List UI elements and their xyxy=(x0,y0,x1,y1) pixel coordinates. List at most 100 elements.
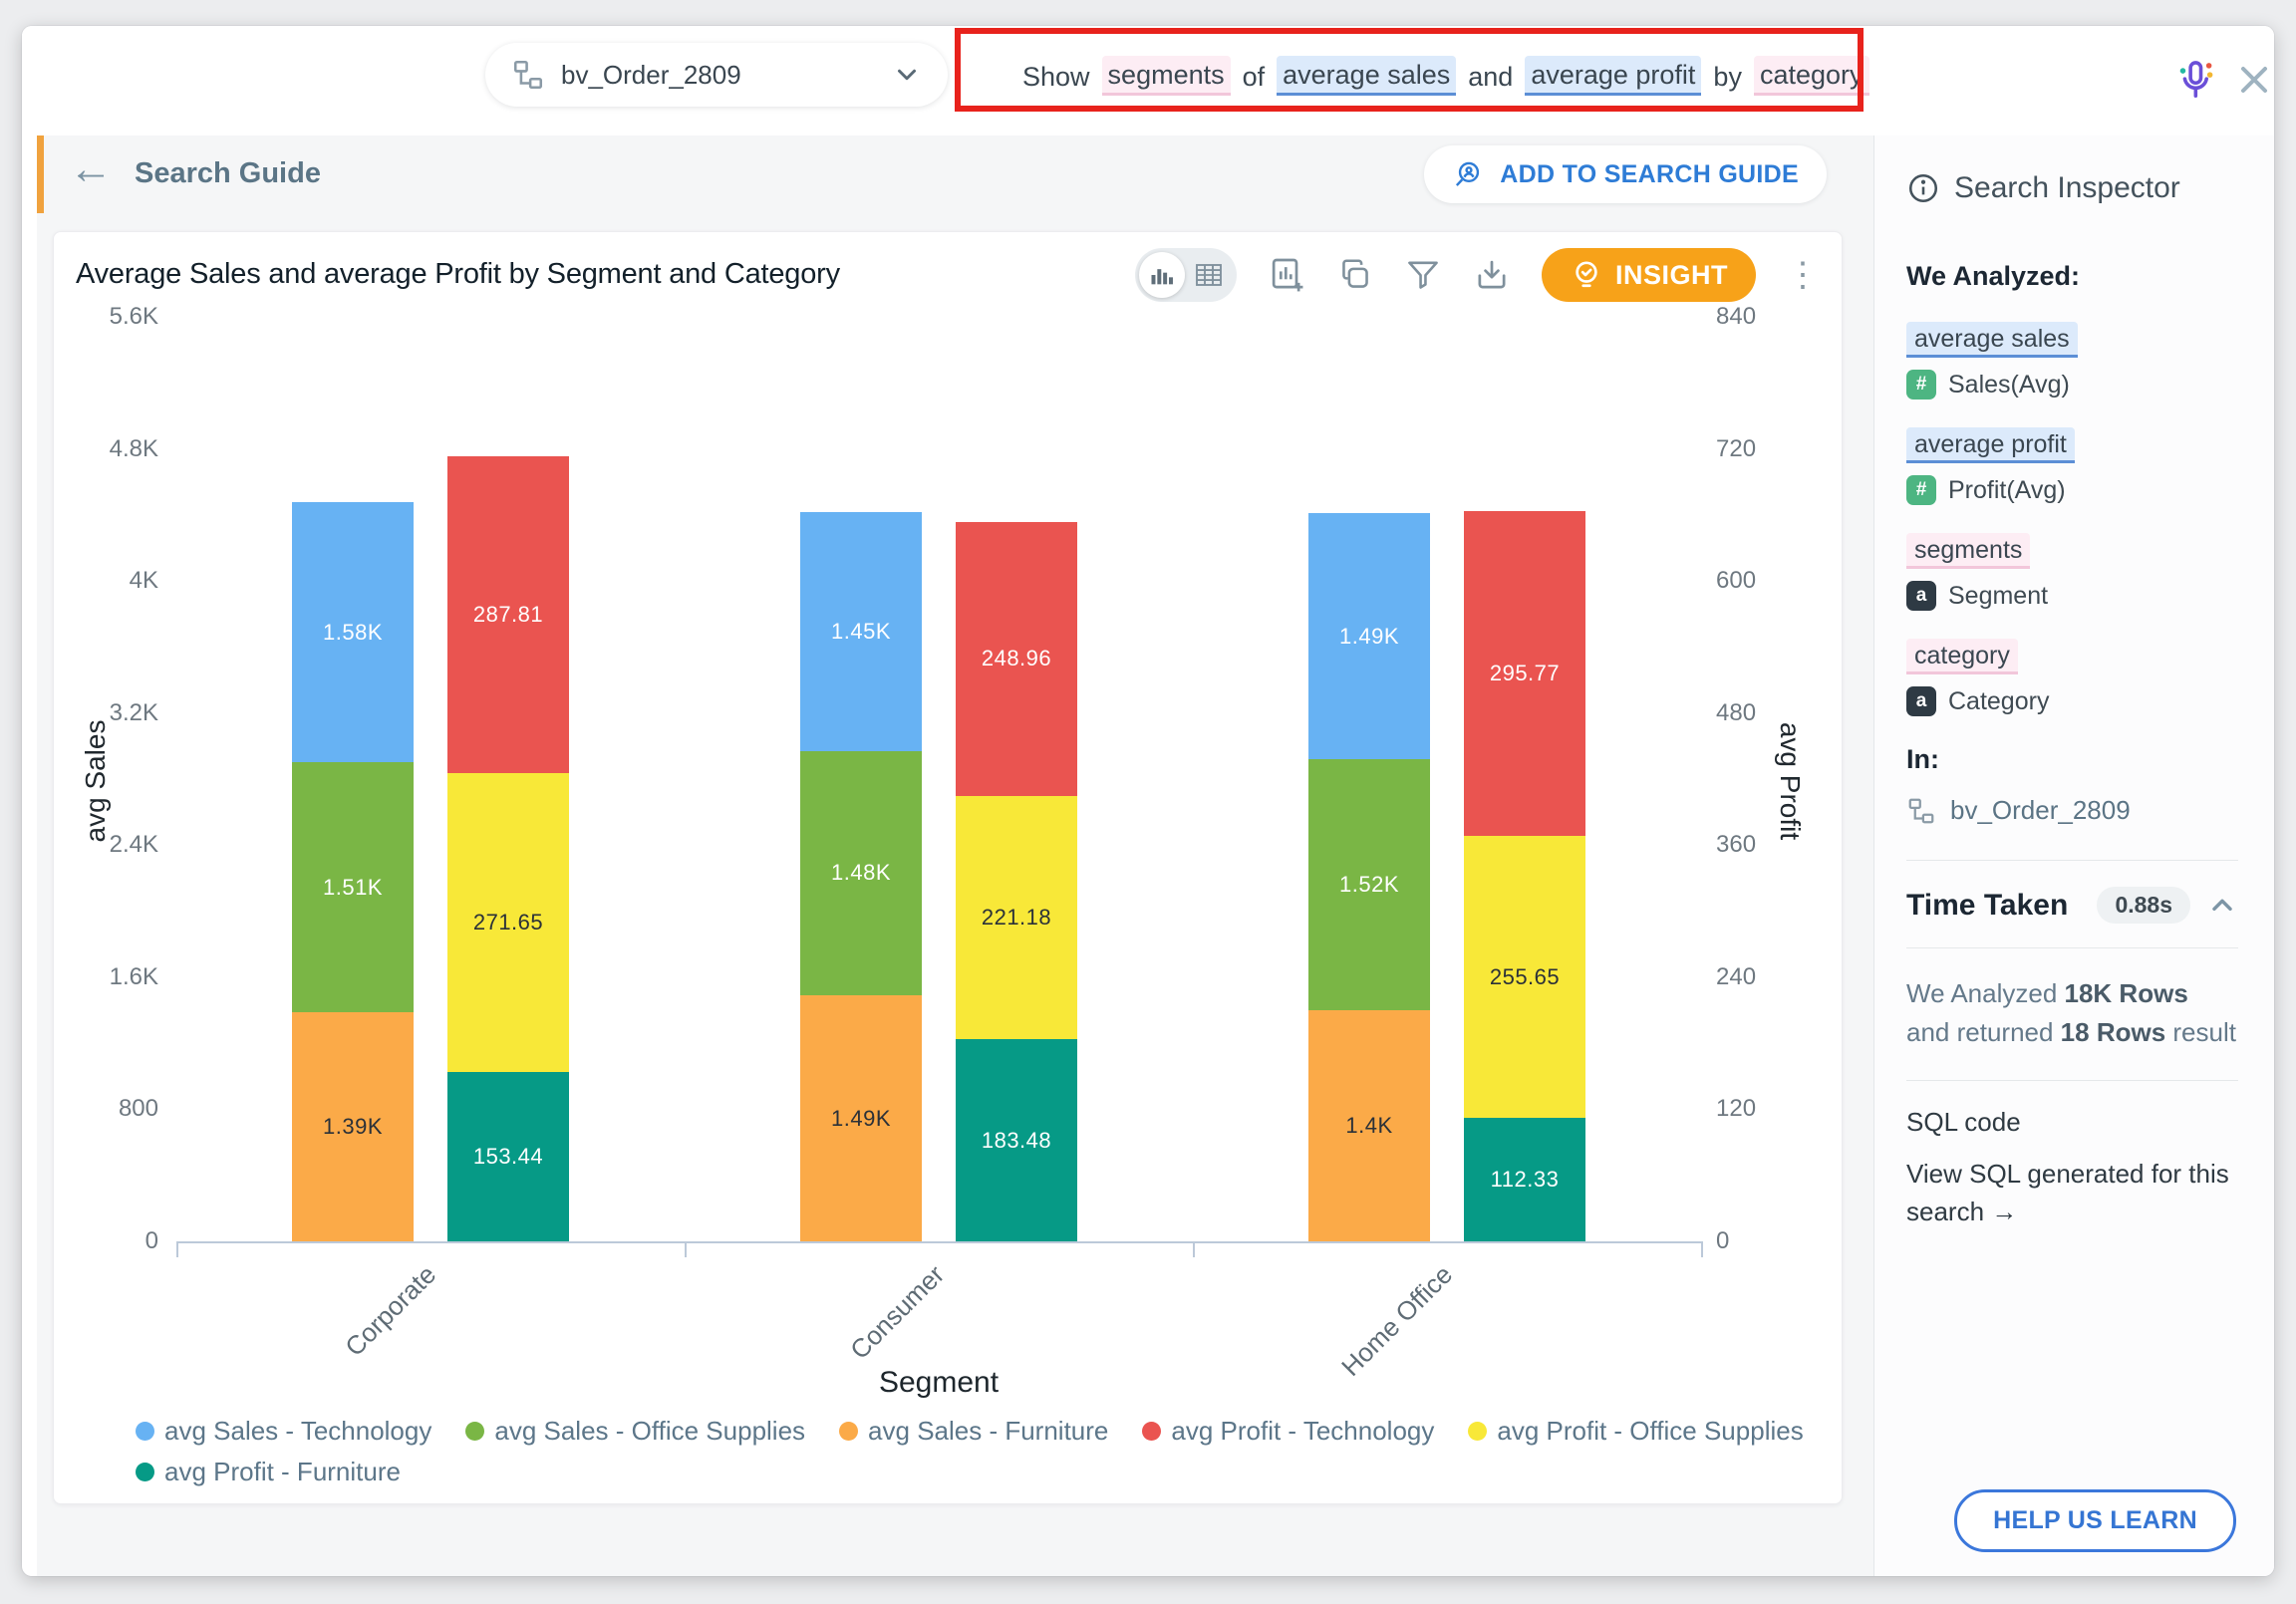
inspector-title: Search Inspector xyxy=(1954,171,2180,204)
bar-segment[interactable]: 255.65 xyxy=(1464,836,1585,1118)
bar-segment[interactable]: 1.48K xyxy=(800,750,922,996)
filter-button[interactable] xyxy=(1404,256,1442,294)
chevron-down-icon[interactable] xyxy=(892,60,922,90)
download-button[interactable] xyxy=(1472,255,1512,295)
page-title: Search Guide xyxy=(135,157,321,189)
search-token-plain[interactable]: Show xyxy=(1022,61,1090,92)
chart-view-button[interactable] xyxy=(1138,252,1185,298)
legend-item[interactable]: avg Sales - Technology xyxy=(136,1416,431,1447)
legend-dot xyxy=(1142,1422,1162,1441)
top-header: bv_Order_2809 Show segments of average sale… xyxy=(22,26,2274,135)
y-axis-tick-left: 4K xyxy=(129,567,158,595)
token-phrase: category xyxy=(1906,639,2018,674)
more-options-icon[interactable]: ⋮ xyxy=(1786,256,1820,294)
legend-item[interactable]: avg Profit - Furniture xyxy=(136,1457,401,1487)
legend-item[interactable]: avg Sales - Office Supplies xyxy=(465,1416,805,1447)
search-token-plain[interactable]: of xyxy=(1242,61,1266,92)
datasource-icon xyxy=(1908,798,1934,823)
back-arrow-icon[interactable]: ← xyxy=(69,144,113,193)
bar-segment[interactable]: 1.4K xyxy=(1308,1009,1430,1241)
field-name: Segment xyxy=(1948,581,2049,610)
bar-segment[interactable]: 248.96 xyxy=(956,521,1077,796)
bar-segment[interactable]: 112.33 xyxy=(1464,1117,1585,1241)
y-axis-tick-right: 120 xyxy=(1716,1095,1757,1123)
search-token-plain[interactable]: by xyxy=(1713,61,1742,92)
search-token-attribute[interactable]: segments xyxy=(1101,56,1231,96)
chart-table-toggle[interactable] xyxy=(1134,248,1237,302)
legend-item[interactable]: avg Profit - Technology xyxy=(1142,1416,1434,1447)
chart-plot-area: 1.58K 1.51K 1.39K 287.81 271.65 153.44 Corpora… xyxy=(176,317,1703,1382)
legend-dot xyxy=(136,1422,154,1441)
stacked-bar: 295.77 255.65 112.33 xyxy=(1464,510,1585,1241)
add-chart-button[interactable] xyxy=(1267,255,1306,295)
token-phrase: average profit xyxy=(1906,427,2075,463)
bar-segment[interactable]: 1.49K xyxy=(1308,513,1430,760)
insight-button[interactable]: INSIGHT xyxy=(1541,248,1756,302)
legend-label: avg Sales - Technology xyxy=(164,1416,432,1446)
help-us-learn-button[interactable]: HELP US LEARN xyxy=(1954,1489,2236,1552)
bar-segment[interactable]: 1.39K xyxy=(292,1011,414,1241)
bar-segment[interactable]: 183.48 xyxy=(956,1039,1077,1241)
field-name: Profit(Avg) xyxy=(1948,475,2066,504)
app-window: bv_Order_2809 Show segments of average sale… xyxy=(22,26,2274,1576)
legend-dot xyxy=(136,1463,154,1481)
source-name: bv_Order_2809 xyxy=(1950,795,2131,825)
y-axis-title-left: avg Sales xyxy=(80,719,111,843)
x-axis-tick xyxy=(1193,1241,1195,1257)
datasource-icon xyxy=(513,60,543,90)
chart-toolbar: INSIGHT ⋮ xyxy=(1134,248,1820,302)
search-token-measure[interactable]: average sales xyxy=(1277,56,1457,96)
chevron-up-icon[interactable] xyxy=(2206,890,2238,922)
analyzed-token: segments a Segment xyxy=(1906,533,2238,611)
in-heading: In: xyxy=(1906,744,1939,774)
y-axis-tick-left: 3.2K xyxy=(109,698,158,726)
datasource-dropdown[interactable]: bv_Order_2809 xyxy=(485,43,948,107)
y-axis-tick-right: 840 xyxy=(1716,303,1757,330)
token-phrase: average sales xyxy=(1906,322,2078,358)
bar-segment[interactable]: 1.45K xyxy=(800,511,922,751)
field-name: Sales(Avg) xyxy=(1948,370,2070,399)
chart-card: Average Sales and average Profit by Segm… xyxy=(53,231,1843,1504)
table-view-icon[interactable] xyxy=(1193,259,1225,291)
analyzed-token: average sales # Sales(Avg) xyxy=(1906,322,2238,400)
search-token-measure[interactable]: average profit xyxy=(1525,56,1702,96)
y-axis-tick-left: 5.6K xyxy=(109,303,158,330)
view-sql-link[interactable]: View SQL generated for this search → xyxy=(1906,1159,2229,1226)
y-axis-tick-right: 240 xyxy=(1716,962,1757,990)
close-icon[interactable] xyxy=(2232,58,2276,102)
search-token-plain[interactable]: and xyxy=(1468,61,1514,92)
search-token-attribute[interactable]: category xyxy=(1753,56,1869,96)
token-field: a Segment xyxy=(1906,581,2238,611)
bar-segment[interactable]: 153.44 xyxy=(447,1072,569,1241)
measure-badge-icon: # xyxy=(1906,370,1936,400)
bar-segment[interactable]: 1.49K xyxy=(800,995,922,1241)
field-name: Category xyxy=(1948,686,2050,715)
bar-segment[interactable]: 1.51K xyxy=(292,762,414,1012)
bar-segment[interactable]: 271.65 xyxy=(447,773,569,1073)
add-to-search-guide-button[interactable]: ADD TO SEARCH GUIDE xyxy=(1424,145,1827,203)
bar-segment[interactable]: 1.52K xyxy=(1308,759,1430,1010)
legend-item[interactable]: avg Sales - Furniture xyxy=(839,1416,1108,1447)
duplicate-button[interactable] xyxy=(1336,256,1374,294)
legend-dot xyxy=(839,1422,859,1441)
bar-segment[interactable]: 287.81 xyxy=(447,456,569,774)
y-axis-tick-right: 360 xyxy=(1716,831,1757,859)
bar-segment[interactable]: 1.58K xyxy=(292,501,414,763)
stacked-bar: 248.96 221.18 183.48 xyxy=(956,521,1077,1241)
search-bar[interactable]: Show segments of average sales and average pr… xyxy=(965,34,1869,118)
y-axis-title-right: avg Profit xyxy=(1775,721,1806,841)
legend-row: avg Profit - Furniture xyxy=(136,1457,1804,1487)
legend-item[interactable]: avg Profit - Office Supplies xyxy=(1468,1416,1804,1447)
bar-segment[interactable]: 295.77 xyxy=(1464,510,1585,837)
main-content: ← Search Guide ADD TO SEARCH GUIDE Avera… xyxy=(37,135,1873,1576)
y-axis-tick-right: 0 xyxy=(1716,1227,1730,1254)
microphone-icon[interactable] xyxy=(2169,54,2221,106)
download-icon xyxy=(1478,260,1506,289)
x-axis-tick xyxy=(176,1241,178,1257)
search-query-input[interactable]: Show segments of average sales and average pr… xyxy=(1022,56,1869,96)
copy-icon xyxy=(1342,259,1368,288)
source-row[interactable]: bv_Order_2809 xyxy=(1906,795,2238,826)
guide-header-row: ← Search Guide ADD TO SEARCH GUIDE xyxy=(37,135,1873,231)
sql-code-label: SQL code xyxy=(1906,1107,2021,1137)
bar-segment[interactable]: 221.18 xyxy=(956,795,1077,1040)
